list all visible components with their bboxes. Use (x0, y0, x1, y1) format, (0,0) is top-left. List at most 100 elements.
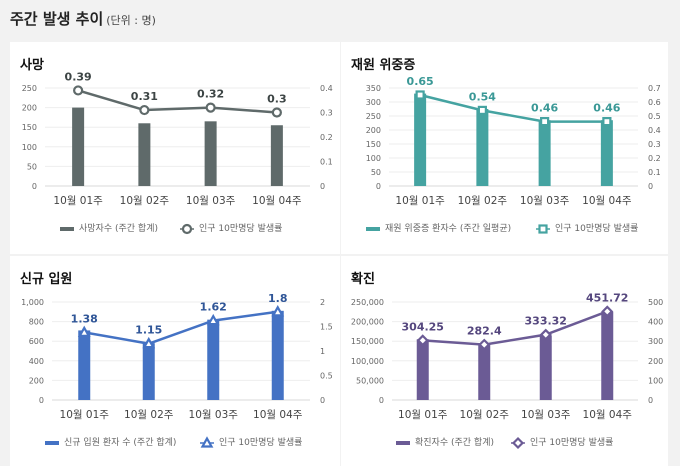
x-tick-label: 10월 03주 (186, 195, 236, 207)
bar (476, 109, 489, 186)
data-label: 0.32 (197, 88, 224, 101)
data-label: 0.31 (131, 90, 158, 103)
x-tick-label: 10월 02주 (120, 195, 170, 207)
legend-bar-swatch-icon (45, 441, 59, 445)
legend-label: 신규 입원 환자 수 (주간 합계) (64, 436, 176, 448)
chart-panel-deaths: 사망 0 50 100 150 200 250 0 0.1 0.2 0.3 0.4 10월 01주 10월… (10, 42, 340, 254)
marker-square-icon (540, 116, 550, 127)
bar (138, 123, 151, 186)
marker-diamond-icon (478, 338, 491, 351)
x-tick-label: 10월 04주 (583, 409, 633, 421)
x-tick-label: 10월 01주 (53, 195, 103, 207)
rate-line (84, 310, 278, 345)
x-tick-label: 10월 04주 (252, 195, 302, 207)
marker-square-icon (602, 116, 612, 127)
y-tick-left: 100,000 (351, 357, 384, 366)
legend-bar-swatch-icon (396, 441, 410, 445)
bar (270, 125, 283, 186)
y-tick-right: 300 (648, 337, 663, 346)
data-label: 1.38 (71, 312, 98, 325)
y-tick-right: 0.4 (648, 126, 661, 135)
y-tick-left: 0 (32, 182, 37, 191)
rate-line (77, 89, 277, 114)
legend-label: 인구 10만명당 발생률 (555, 223, 638, 234)
y-tick-left: 0 (39, 396, 44, 405)
marker-diamond-icon (511, 436, 525, 450)
marker-circle-icon (73, 85, 84, 96)
y-tick-left: 100 (22, 143, 37, 152)
rate-line (422, 310, 608, 346)
y-tick-right: 0 (320, 182, 325, 191)
x-tick-label: 10월 03주 (520, 195, 570, 207)
x-tick-label: 10월 01주 (398, 409, 448, 421)
y-tick-left: 50 (371, 168, 381, 177)
legend-label: 사망자수 (주간 합계) (79, 222, 158, 234)
y-tick-left: 250 (366, 112, 381, 121)
y-tick-left: 200 (22, 104, 37, 113)
data-label: 304.25 (402, 320, 444, 333)
y-tick-right: 200 (648, 357, 663, 366)
legend-bar-swatch-icon (60, 227, 74, 231)
x-tick-label: 10월 04주 (253, 409, 303, 421)
marker-diamond-icon (416, 334, 429, 347)
x-tick-label: 10월 01주 (395, 195, 445, 207)
y-tick-left: 150 (22, 123, 37, 132)
chart-title: 신규 입원 (20, 272, 73, 287)
legend-label: 재원 위중증 환자수 (주간 일평균) (385, 222, 511, 234)
y-tick-right: 0 (648, 182, 653, 191)
marker-diamond-icon (601, 305, 614, 318)
y-tick-left: 200,000 (351, 318, 384, 327)
y-tick-right: 2 (320, 298, 325, 307)
data-label: 0.39 (65, 70, 92, 83)
y-tick-right: 1 (320, 347, 325, 356)
bar (142, 343, 155, 400)
y-tick-left: 350 (366, 84, 381, 93)
y-tick-left: 0 (379, 396, 384, 405)
y-tick-right: 400 (648, 318, 663, 327)
y-tick-left: 1,000 (21, 298, 44, 307)
y-tick-left: 250 (22, 84, 37, 93)
x-tick-label: 10월 02주 (460, 409, 510, 421)
legend-bar-swatch-icon (366, 227, 380, 231)
marker-triangle-icon (271, 305, 285, 317)
bar (538, 120, 551, 186)
y-tick-right: 500 (648, 298, 663, 307)
data-label: 451.72 (586, 291, 628, 304)
data-label: 282.4 (467, 325, 502, 338)
bar (204, 121, 217, 186)
bar (416, 339, 429, 400)
page-title: 주간 발생 추이 (10, 10, 104, 28)
data-label: 0.3 (267, 93, 287, 106)
marker-diamond-icon (539, 328, 552, 341)
chart-panel-critical: 재원 위중증 0 50 100 150 200 250 300 350 0 0.1 0.2 0.3 0.4… (341, 42, 668, 254)
marker-square-icon (477, 105, 487, 116)
rate-line (419, 93, 607, 123)
y-tick-right: 0.1 (648, 168, 661, 177)
y-tick-left: 800 (29, 318, 44, 327)
x-tick-label: 10월 02주 (458, 195, 508, 207)
y-tick-left: 200 (29, 376, 44, 385)
marker-circle-icon (271, 107, 282, 118)
data-label: 0.65 (407, 75, 434, 88)
chart-title: 확진 (351, 272, 375, 287)
data-label: 0.46 (531, 102, 558, 115)
x-tick-label: 10월 03주 (189, 409, 239, 421)
chart-panel-admissions: 신규 입원 0 200 400 600 800 1,000 0 0.5 1 1.5 2 10월 01주 1… (10, 256, 340, 466)
y-tick-right: 0.2 (320, 133, 333, 142)
x-tick-label: 10월 03주 (521, 409, 571, 421)
y-tick-right: 0 (648, 396, 653, 405)
marker-triangle-icon (142, 336, 156, 349)
legend-label: 인구 10만명당 발생률 (219, 437, 302, 448)
y-tick-right: 0 (320, 396, 325, 405)
bar (414, 93, 427, 186)
y-tick-left: 150,000 (351, 337, 384, 346)
y-tick-left: 200 (366, 126, 381, 135)
y-tick-left: 0 (376, 182, 381, 191)
y-tick-left: 300 (366, 98, 381, 107)
chart-title: 재원 위중증 (351, 58, 416, 73)
data-label: 333.32 (525, 315, 567, 328)
data-label: 1.15 (135, 324, 162, 337)
legend-label: 인구 10만명당 발생률 (530, 437, 613, 448)
x-tick-label: 10월 02주 (124, 409, 174, 421)
bar (539, 335, 552, 400)
